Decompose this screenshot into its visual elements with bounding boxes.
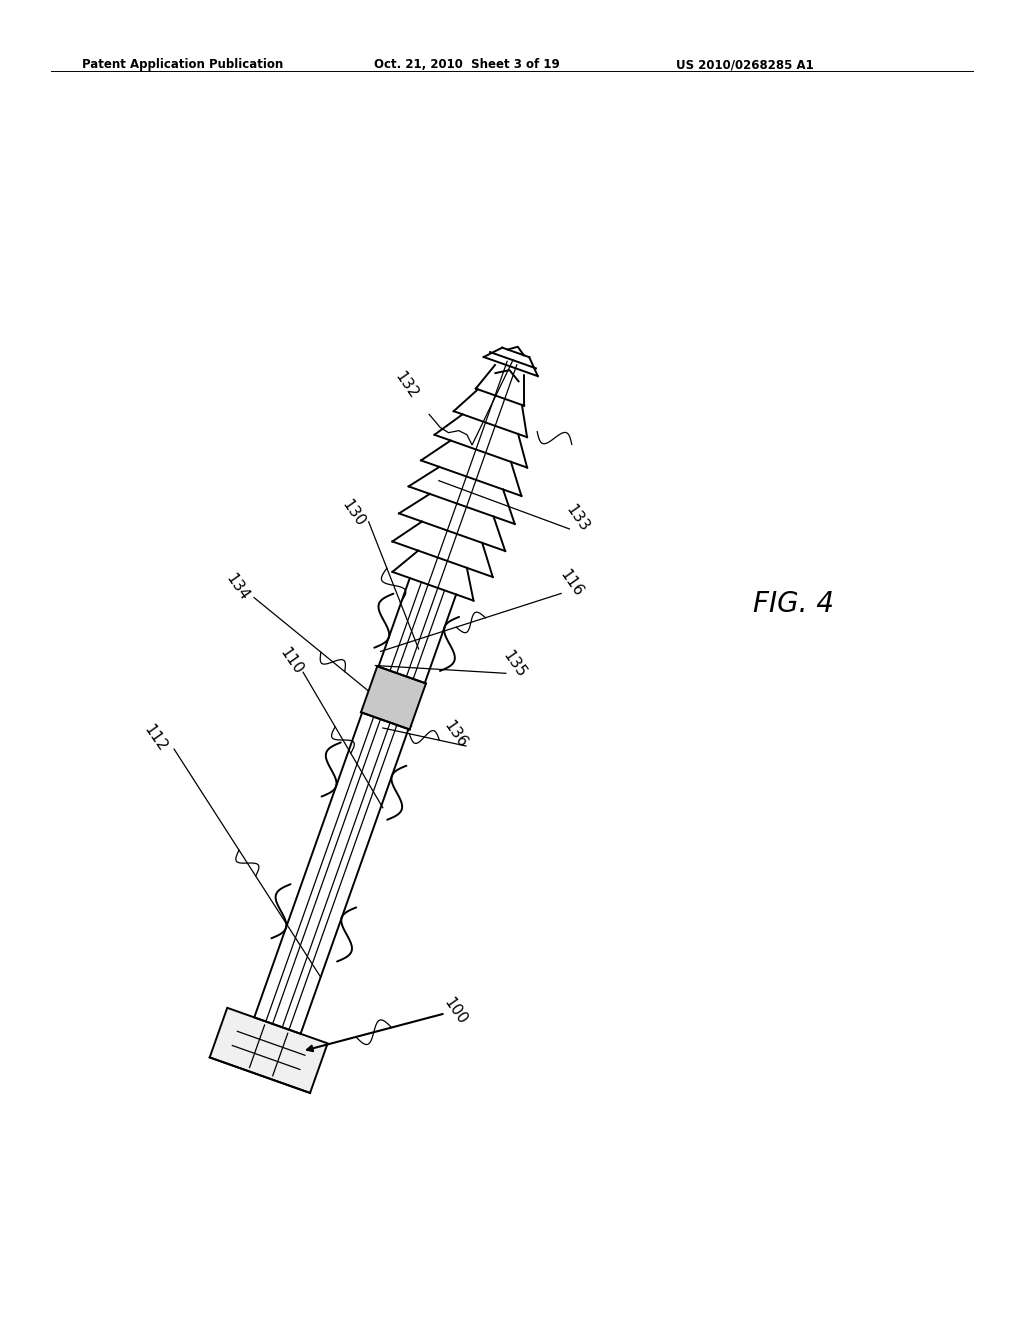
Text: FIG. 4: FIG. 4 — [753, 590, 834, 618]
Polygon shape — [210, 1007, 328, 1093]
Text: 110: 110 — [276, 645, 305, 677]
Text: 133: 133 — [563, 503, 592, 535]
Text: Oct. 21, 2010  Sheet 3 of 19: Oct. 21, 2010 Sheet 3 of 19 — [374, 58, 559, 71]
Polygon shape — [361, 667, 426, 730]
Text: 100: 100 — [441, 995, 470, 1027]
Text: US 2010/0268285 A1: US 2010/0268285 A1 — [676, 58, 814, 71]
Text: 132: 132 — [392, 370, 421, 401]
Text: Patent Application Publication: Patent Application Publication — [82, 58, 284, 71]
Text: 112: 112 — [141, 722, 170, 754]
Text: 134: 134 — [223, 572, 252, 603]
Text: 135: 135 — [500, 648, 528, 680]
Text: 136: 136 — [441, 718, 470, 751]
Text: 116: 116 — [557, 568, 586, 599]
Text: 130: 130 — [339, 498, 368, 529]
